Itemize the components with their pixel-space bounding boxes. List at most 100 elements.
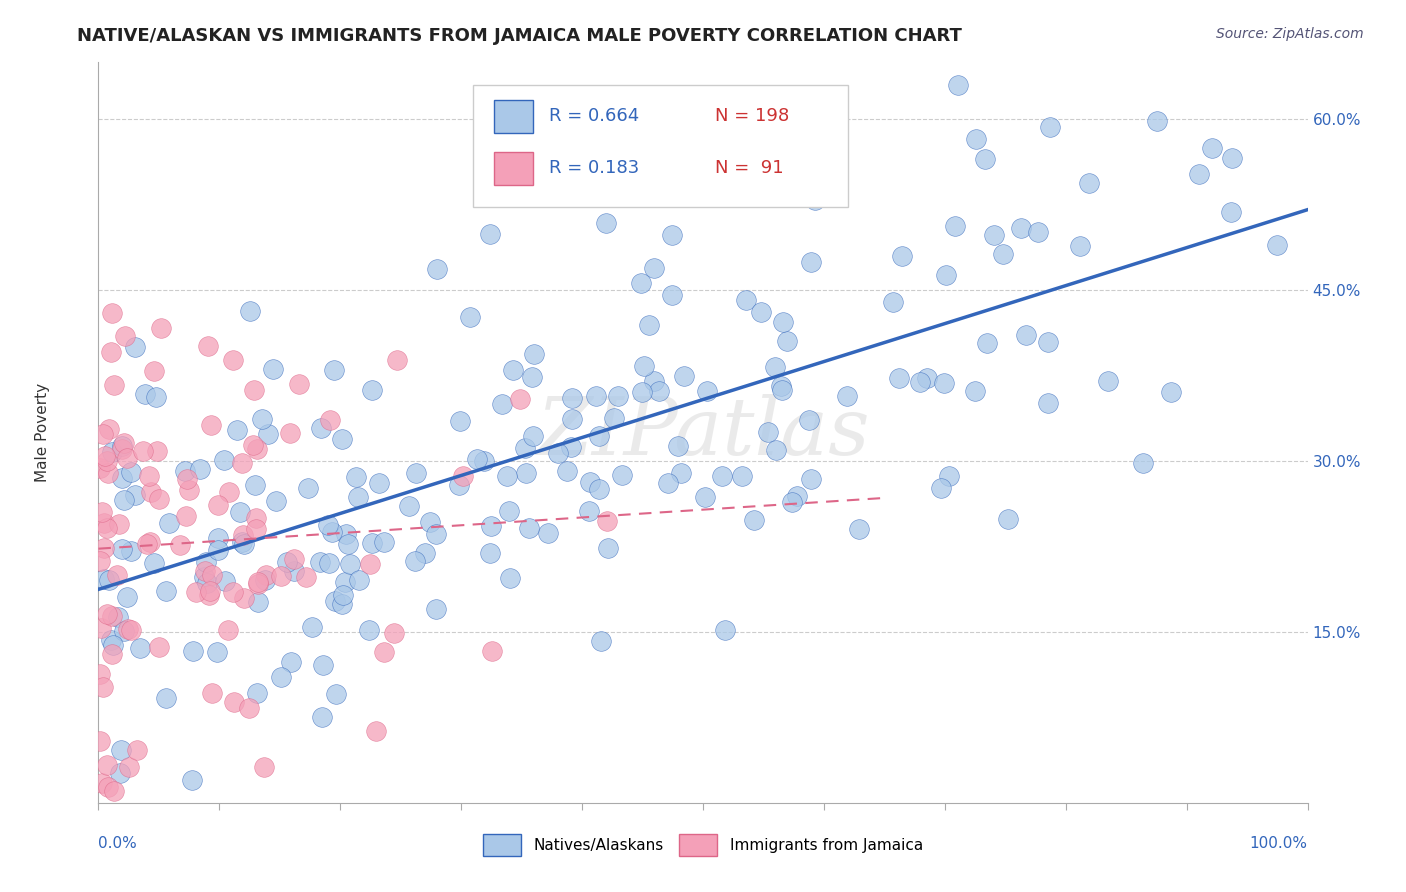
Point [561, 391, 583, 405]
Text: N = 198: N = 198 [716, 108, 789, 126]
Point [519, 521, 541, 535]
Point [91, 680, 114, 694]
Point [111, 442, 134, 457]
Point [114, 493, 136, 508]
Point [124, 488, 146, 502]
Point [419, 515, 441, 529]
Point [479, 546, 502, 560]
Point [344, 469, 367, 483]
Point [155, 584, 177, 599]
Point [145, 391, 167, 405]
Point [194, 565, 217, 579]
Point [349, 573, 371, 587]
Point [1036, 396, 1059, 410]
Point [101, 647, 124, 661]
Point [596, 514, 619, 528]
Point [513, 442, 536, 456]
Point [184, 584, 207, 599]
Point [537, 526, 560, 541]
Point [339, 558, 361, 572]
Point [367, 476, 389, 491]
Point [270, 569, 292, 583]
Point [105, 568, 128, 582]
Point [643, 374, 665, 388]
Point [800, 472, 823, 486]
Point [385, 353, 408, 368]
Point [129, 640, 152, 655]
Point [943, 219, 966, 233]
Text: Source: ZipAtlas.com: Source: ZipAtlas.com [1216, 27, 1364, 41]
Point [157, 516, 180, 530]
Point [449, 414, 471, 428]
Point [997, 512, 1019, 526]
Point [231, 535, 253, 549]
Point [321, 524, 343, 539]
Point [319, 413, 342, 427]
Point [146, 444, 169, 458]
Point [89, 734, 111, 748]
Point [835, 390, 858, 404]
Point [357, 623, 380, 637]
Point [1036, 335, 1059, 350]
Point [1267, 238, 1289, 252]
Point [181, 644, 204, 658]
Point [1010, 220, 1032, 235]
Point [201, 686, 224, 700]
Point [124, 340, 146, 354]
Point [671, 466, 693, 480]
Point [250, 411, 273, 425]
Point [90, 621, 112, 635]
Point [765, 442, 787, 457]
Point [97, 780, 120, 795]
Point [515, 467, 537, 481]
Point [630, 384, 652, 399]
Point [929, 481, 952, 495]
Point [311, 710, 333, 724]
Text: 0.0%: 0.0% [98, 836, 138, 851]
Point [101, 445, 124, 459]
Point [288, 377, 311, 392]
Point [731, 469, 754, 483]
Point [786, 489, 808, 503]
Point [231, 456, 253, 470]
Point [479, 227, 502, 241]
Point [96, 758, 118, 772]
Point [382, 626, 405, 640]
Point [346, 491, 368, 505]
Point [673, 368, 696, 383]
Point [96, 454, 118, 468]
Point [112, 436, 135, 450]
Point [239, 303, 262, 318]
Point [330, 597, 353, 611]
Point [1160, 385, 1182, 400]
Point [148, 491, 170, 506]
Point [711, 469, 734, 483]
Point [256, 426, 278, 441]
Point [132, 444, 155, 458]
Point [502, 363, 524, 377]
Point [89, 554, 111, 568]
Point [97, 422, 120, 436]
Point [312, 658, 335, 673]
Point [148, 640, 170, 654]
Point [770, 383, 793, 397]
Point [110, 742, 132, 756]
Point [139, 535, 162, 549]
Point [1077, 176, 1099, 190]
Point [1097, 375, 1119, 389]
Point [278, 425, 301, 440]
FancyBboxPatch shape [474, 85, 848, 207]
Point [207, 532, 229, 546]
Point [91, 775, 114, 789]
Point [572, 148, 595, 162]
Point [177, 483, 200, 497]
Point [696, 384, 718, 399]
Point [297, 481, 319, 495]
Point [803, 186, 825, 200]
Point [1015, 327, 1038, 342]
Point [276, 555, 298, 569]
Point [89, 667, 111, 681]
Text: 100.0%: 100.0% [1250, 836, 1308, 851]
Point [1069, 239, 1091, 253]
Point [578, 475, 600, 490]
